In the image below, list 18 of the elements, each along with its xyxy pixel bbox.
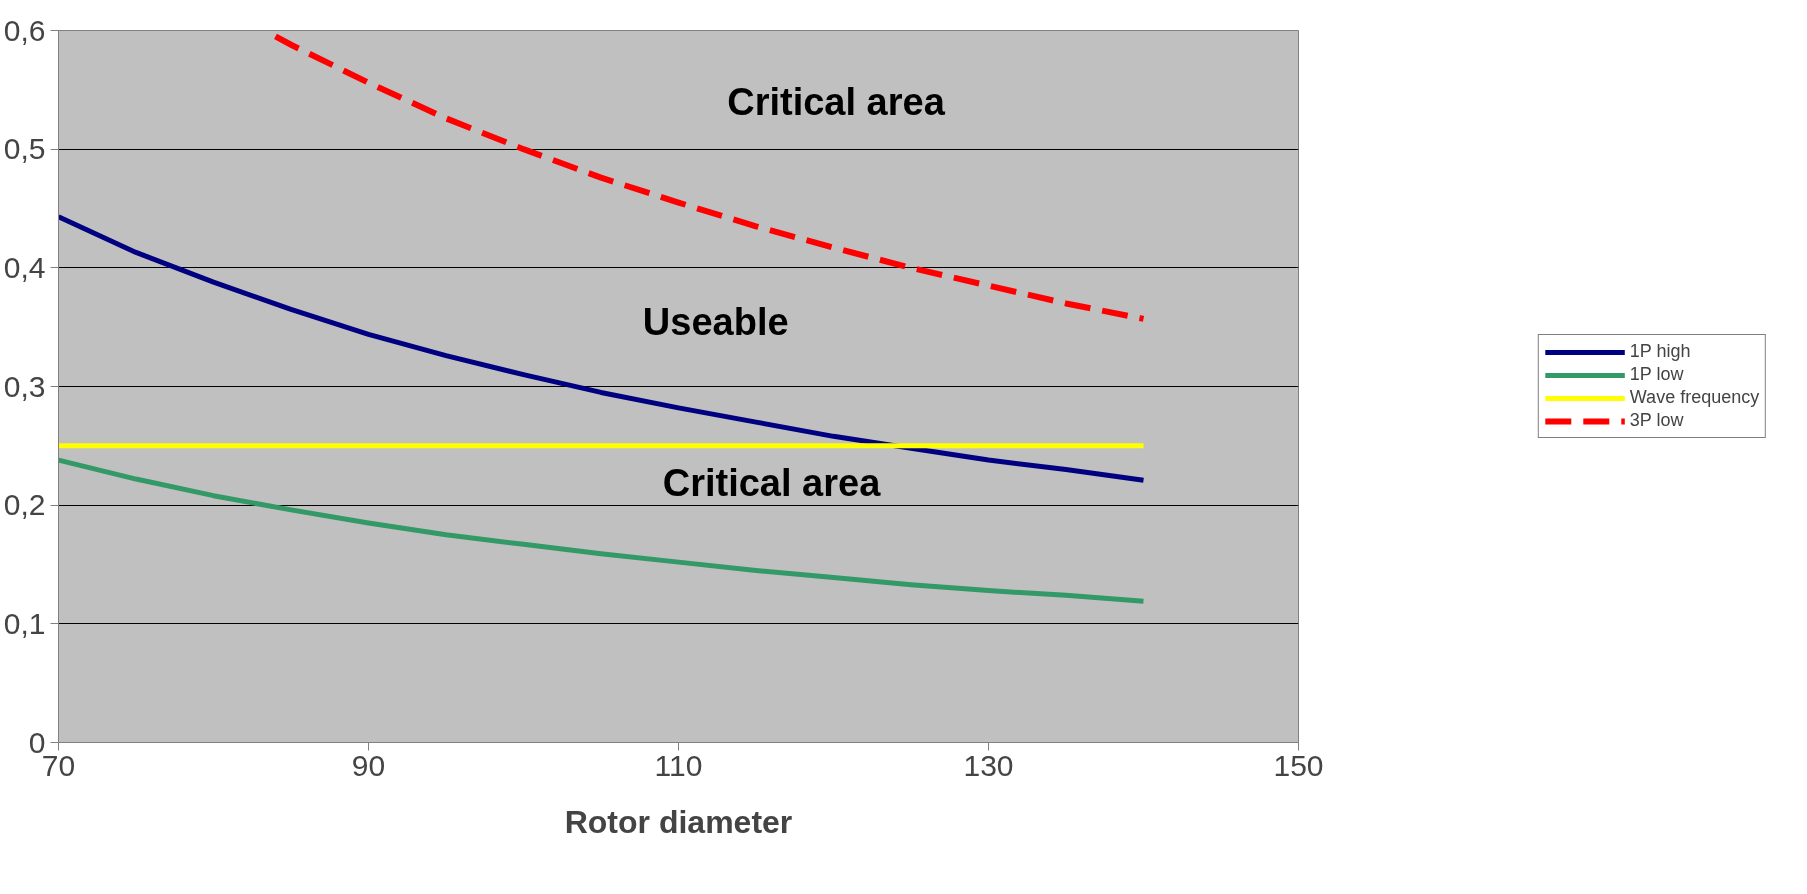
y-tick-label: 0,2 [3, 488, 46, 522]
x-tick-label: 110 [654, 748, 703, 782]
y-tick-label: 0,4 [3, 250, 46, 284]
y-tick-label: 0,5 [3, 132, 46, 166]
annotation: Critical area [662, 461, 882, 504]
legend-label: 3P low [1629, 410, 1684, 431]
legend-label: 1P low [1629, 364, 1684, 385]
y-tick-label: 0,1 [3, 606, 46, 640]
y-tick-label: 0,6 [3, 13, 46, 47]
x-tick-label: 130 [963, 748, 1014, 782]
annotation: Useable [642, 301, 789, 344]
x-axis-title: Rotor diameter [564, 803, 793, 840]
x-tick-label: 150 [1273, 748, 1324, 782]
annotation: Critical area [727, 80, 946, 123]
legend-label: 1P high [1629, 341, 1691, 362]
x-tick-label: 90 [351, 748, 386, 782]
y-tick-label: 0,3 [3, 369, 46, 403]
legend-label: Wave frequency [1629, 387, 1760, 408]
